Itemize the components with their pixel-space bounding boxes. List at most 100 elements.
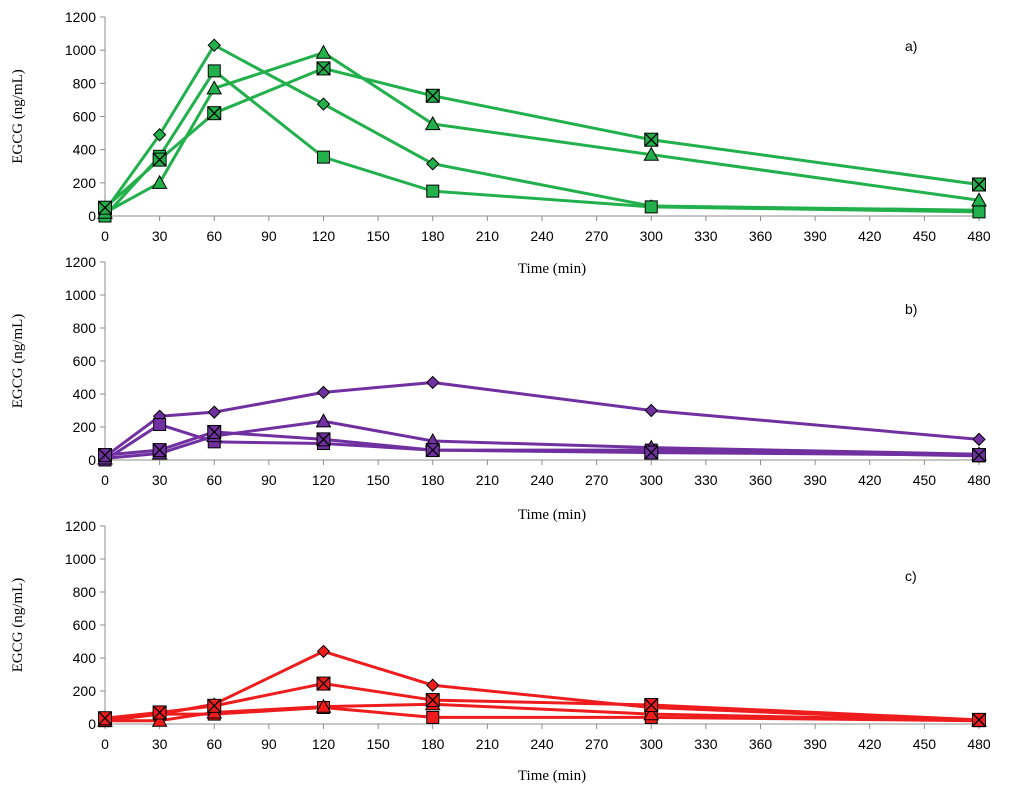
y-tick-label: 400: [73, 142, 97, 158]
x-tick-label: 270: [585, 228, 609, 244]
x-tick-label: 420: [858, 736, 882, 752]
x-tick-label: 480: [967, 472, 991, 488]
data-point-diamond-60: [207, 405, 221, 419]
y-axis-title: EGCG (ng/mL): [10, 314, 26, 409]
x-tick-label: 270: [585, 472, 609, 488]
x-tick-label: 180: [421, 472, 445, 488]
data-point-x-square-0: [98, 200, 112, 215]
x-tick-label: 480: [967, 736, 991, 752]
data-point-x-square-60: [207, 424, 222, 439]
x-axis-title: Time (min): [518, 261, 586, 277]
y-tick-label: 600: [73, 617, 97, 633]
x-tick-label: 420: [858, 228, 882, 244]
data-point-x-square-120: [316, 676, 331, 691]
y-tick-label: 1000: [65, 42, 96, 58]
x-tick-label: 360: [749, 228, 773, 244]
x-tick-label: 210: [476, 472, 500, 488]
y-tick-label: 0: [88, 208, 96, 224]
x-tick-label: 390: [803, 472, 827, 488]
x-tick-label: 180: [421, 228, 445, 244]
x-tick-label: 150: [366, 472, 390, 488]
x-tick-label: 150: [366, 736, 390, 752]
x-axis-title: Time (min): [518, 507, 586, 523]
data-point-diamond-60: [207, 38, 221, 52]
data-point-triangle-180: [424, 115, 441, 131]
x-tick-label: 240: [530, 472, 554, 488]
data-point-triangle-300: [643, 706, 660, 721]
data-point-x-square-30: [152, 152, 167, 167]
data-point-x-square-300: [644, 445, 659, 460]
x-tick-label: 0: [101, 472, 109, 488]
data-point-x-square-180: [425, 88, 440, 103]
data-point-x-square-480: [972, 177, 986, 192]
data-point-diamond-120: [316, 644, 331, 659]
data-point-x-square-300: [644, 132, 659, 147]
x-tick-label: 0: [101, 736, 109, 752]
x-tick-label: 120: [312, 736, 336, 752]
x-tick-label: 210: [476, 228, 500, 244]
y-tick-label: 1200: [65, 9, 96, 25]
y-tick-label: 0: [88, 716, 96, 732]
data-point-triangle-120: [315, 44, 332, 59]
x-tick-label: 60: [206, 472, 222, 488]
x-tick-label: 390: [803, 736, 827, 752]
data-point-x-square-300: [644, 698, 659, 713]
data-point-x-square-0: [98, 448, 112, 463]
data-point-square-480: [972, 205, 986, 219]
x-tick-label: 270: [585, 736, 609, 752]
y-tick-label: 1000: [65, 287, 96, 303]
x-tick-label: 180: [421, 736, 445, 752]
y-tick-label: 200: [73, 419, 97, 435]
data-point-x-square-0: [98, 711, 112, 726]
y-axis-title: EGCG (ng/mL): [10, 69, 26, 164]
x-tick-label: 420: [858, 472, 882, 488]
data-point-square-30: [153, 418, 167, 432]
data-point-square-180: [426, 710, 440, 724]
x-tick-label: 240: [530, 736, 554, 752]
y-tick-label: 400: [73, 650, 97, 666]
data-point-diamond-300: [644, 403, 658, 418]
y-tick-label: 1000: [65, 551, 96, 567]
x-tick-label: 300: [640, 228, 664, 244]
x-tick-label: 210: [476, 736, 500, 752]
data-point-x-square-60: [207, 698, 222, 713]
y-tick-label: 600: [73, 353, 97, 369]
x-tick-label: 30: [152, 736, 168, 752]
x-tick-label: 60: [206, 736, 222, 752]
x-tick-label: 300: [640, 472, 664, 488]
x-tick-label: 450: [913, 736, 937, 752]
x-tick-label: 30: [152, 228, 168, 244]
x-tick-label: 90: [261, 736, 277, 752]
data-point-diamond-120: [316, 97, 331, 111]
x-tick-label: 150: [366, 228, 390, 244]
x-tick-label: 0: [101, 228, 109, 244]
data-point-diamond-480: [972, 432, 986, 447]
x-tick-label: 360: [749, 736, 773, 752]
y-tick-label: 400: [73, 386, 97, 402]
data-point-triangle-300: [643, 146, 660, 161]
data-point-x-square-120: [316, 61, 331, 76]
y-tick-label: 0: [88, 452, 96, 468]
x-tick-label: 480: [967, 228, 991, 244]
data-point-square-120: [317, 150, 330, 164]
y-axis-title: EGCG (ng/mL): [10, 578, 26, 673]
panel-label: a): [905, 38, 917, 54]
x-tick-label: 120: [312, 472, 336, 488]
panel-label: c): [905, 568, 917, 584]
data-point-triangle-120: [315, 413, 332, 428]
x-tick-label: 30: [152, 472, 168, 488]
data-point-triangle-30: [151, 174, 168, 189]
panel-label: b): [905, 301, 917, 317]
x-tick-label: 330: [694, 472, 718, 488]
y-tick-label: 600: [73, 109, 97, 125]
chart-panel-1: 0 200 400 600 800 1000 1200 0 30 60 90 120 150 180 210…: [10, 9, 991, 277]
data-point-x-square-120: [316, 432, 331, 447]
x-tick-label: 360: [749, 472, 773, 488]
chart-panel-2: 0 200 400 600 800 1000 1200 0 30 60 90 120 150 180 210…: [10, 254, 991, 523]
data-point-diamond-180: [426, 157, 440, 171]
series-line-diamond: [103, 43, 980, 212]
data-point-diamond-180: [426, 678, 440, 692]
data-point-x-square-30: [152, 443, 167, 458]
x-tick-label: 60: [206, 228, 222, 244]
